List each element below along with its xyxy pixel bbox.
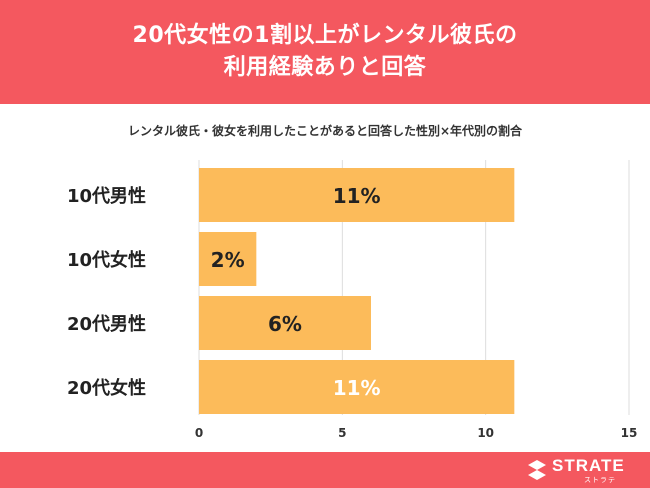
x-tick-label: 15 (621, 426, 638, 440)
x-tick-label: 10 (477, 426, 494, 440)
strate-logo-icon (528, 460, 546, 480)
data-label: 11% (333, 184, 381, 208)
x-tick-label: 0 (195, 426, 203, 440)
chart-title: レンタル彼氏・彼女を利用したことがあると回答した性別×年代別の割合 (127, 124, 523, 138)
title-line-1: 20代女性の1割以上がレンタル彼氏の (132, 23, 518, 48)
bar (199, 232, 257, 286)
category-label: 10代女性 (67, 249, 146, 271)
bar-chart: 0 5 10 15 10代男性 11% 10代女性 2% 20代男性 6% 20代女性 11% (67, 160, 638, 440)
brand-logo: STRATE ストラテ (526, 456, 636, 484)
brand-name: STRATE (552, 456, 625, 475)
x-tick-label: 5 (338, 426, 346, 440)
data-label: 6% (268, 312, 302, 336)
bar (199, 296, 371, 350)
bar (199, 168, 515, 222)
title-banner: 20代女性の1割以上がレンタル彼氏の 利用経験ありと回答 (0, 0, 650, 104)
bar (199, 360, 515, 414)
category-label: 20代女性 (67, 377, 146, 399)
data-label: 2% (211, 248, 245, 272)
title-line-2: 利用経験ありと回答 (223, 55, 427, 80)
category-label: 20代男性 (67, 313, 146, 335)
data-label: 11% (333, 376, 381, 400)
brand-subtitle: ストラテ (584, 476, 616, 484)
footer-bar: STRATE ストラテ (0, 452, 650, 488)
category-label: 10代男性 (67, 185, 146, 207)
